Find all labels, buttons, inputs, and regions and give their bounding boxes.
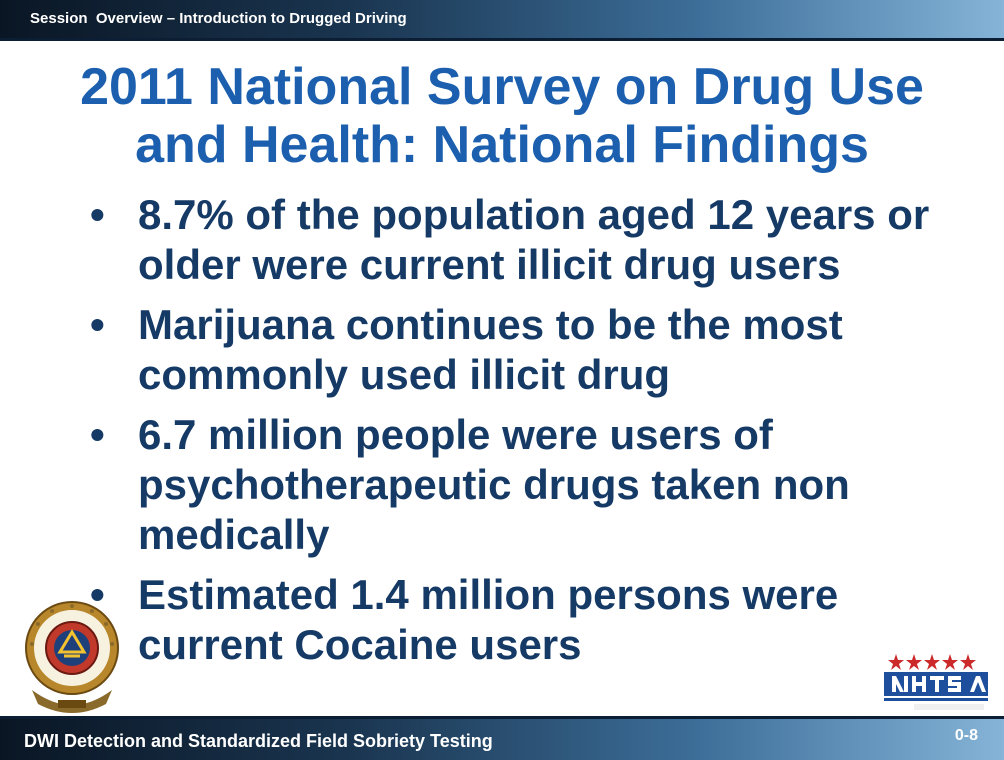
bullet-item: • Estimated 1.4 million persons were cur… [90,570,990,670]
bullet-item: • 8.7% of the population aged 12 years o… [90,190,990,290]
slide-title-line-1: 2011 National Survey on Drug Use [80,58,924,116]
bullet-line: Estimated 1.4 million persons were [138,571,839,618]
session-label: Session Overview – Introduction to Drugg… [30,10,407,27]
bullet-line: older were current illicit drug users [138,241,841,288]
bullet-line: Marijuana continues to be the most [138,301,843,348]
bullet-line: current Cocaine users [138,621,582,668]
iacp-seal-icon [25,601,119,713]
bullet-line: commonly used illicit drug [138,351,671,398]
bullet-line: 8.7% of the population aged 12 years or [138,191,930,238]
bullet-item: • 6.7 million people were users of psych… [90,410,990,560]
bullet-line: medically [138,511,330,558]
footer-course-title: DWI Detection and Standardized Field Sob… [24,731,493,751]
slide-title-line-2: and Health: National Findings [135,116,869,174]
bullet-item: • Marijuana continues to be the most com… [90,300,990,400]
footer-bar: DWI Detection and Standardized Field Sob… [0,716,1004,760]
slide-title: 2011 National Survey on Drug Use and Hea… [0,58,1004,174]
bullet-dot-icon: • [90,411,105,458]
bullet-dot-icon: • [90,571,105,618]
bullet-list: • 8.7% of the population aged 12 years o… [90,190,990,680]
slide-number: 0-8 [954,727,978,744]
nhtsa-logo-icon [884,654,988,710]
bullet-line: 6.7 million people were users of [138,411,773,458]
bullet-dot-icon: • [90,301,105,348]
header-bar: Session Overview – Introduction to Drugg… [0,0,1004,41]
bullet-line: psychotherapeutic drugs taken non [138,461,850,508]
bullet-dot-icon: • [90,191,105,238]
